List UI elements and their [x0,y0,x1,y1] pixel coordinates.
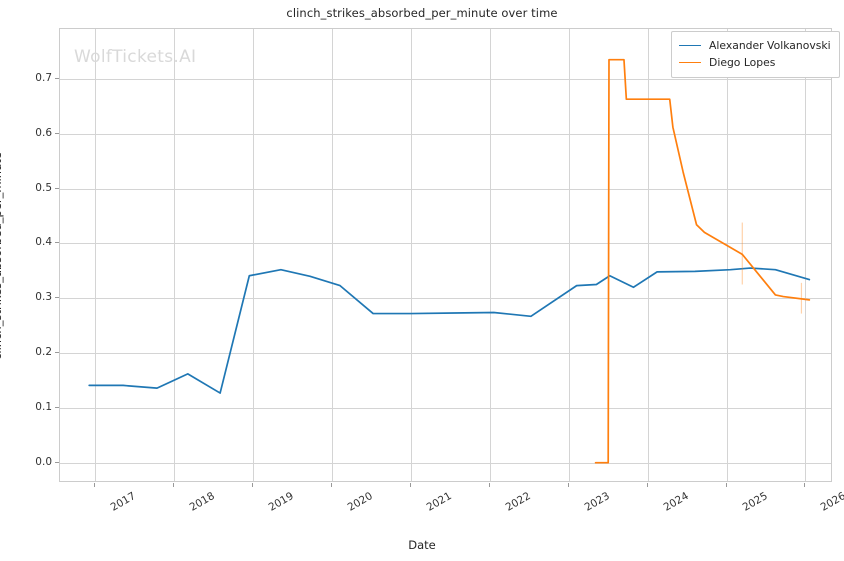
x-axis-tick-mark [252,483,254,487]
gridline-vertical [647,29,649,481]
gridline-vertical [726,29,728,481]
x-axis-tick-label: 2017 [109,490,139,514]
legend-swatch-icon [679,45,701,46]
x-axis-tick-label: 2024 [661,490,691,514]
x-axis-tick-mark [567,483,569,487]
gridline-horizontal [60,353,831,355]
y-axis-tick-label: 0.2 [35,346,52,359]
gridline-vertical [253,29,255,481]
series-line [594,58,811,464]
gridline-vertical [805,29,807,481]
legend-swatch-icon [679,62,701,63]
gridline-horizontal [60,188,831,190]
y-axis-tick-mark [55,352,59,354]
gridline-horizontal [60,462,831,464]
y-axis-tick-mark [55,297,59,299]
x-axis-label: Date [408,538,436,552]
x-axis-tick-mark [488,483,490,487]
y-axis-tick-mark [55,132,59,134]
x-axis-tick-mark [173,483,175,487]
gridline-horizontal [60,78,831,80]
y-axis-tick-label: 0.0 [35,455,52,468]
y-axis-tick-label: 0.5 [35,181,52,194]
plot-area: WolfTickets.AI [59,28,832,482]
x-axis-tick-label: 2022 [503,490,533,514]
legend-item-label: Alexander Volkanovski [709,39,831,52]
legend-item-label: Diego Lopes [709,56,776,69]
gridline-vertical [95,29,97,481]
gridline-vertical [332,29,334,481]
series-line [88,267,811,394]
x-axis-tick-label: 2023 [582,490,612,514]
y-axis-tick-label: 0.4 [35,236,52,249]
y-axis-tick-label: 0.1 [35,400,52,413]
x-axis-tick-mark [804,483,806,487]
series-layer [88,58,811,464]
x-axis-tick-mark [331,483,333,487]
watermark: WolfTickets.AI [74,47,197,67]
y-axis-tick-mark [55,77,59,79]
gridline-horizontal [60,298,831,300]
x-axis-tick-mark [646,483,648,487]
legend-item-diego-lopes[interactable]: Diego Lopes [679,54,831,71]
y-axis-tick-label: 0.6 [35,126,52,139]
gridline-vertical [174,29,176,481]
x-axis-tick-label: 2019 [266,490,296,514]
y-axis-tick-label: 0.7 [35,71,52,84]
y-axis-label: clinch_strikes_absorbed_per_minute [0,152,4,360]
x-axis-tick-label: 2021 [424,490,454,514]
x-axis-tick-label: 2025 [740,490,770,514]
gridline-vertical [568,29,570,481]
gridline-horizontal [60,407,831,409]
y-axis-tick-mark [55,406,59,408]
chart-legend: Alexander Volkanovski Diego Lopes [671,31,840,78]
x-axis-tick-label: 2026 [818,490,844,514]
gridline-vertical [411,29,412,481]
y-axis-tick-mark [55,187,59,189]
x-axis-tick-mark [94,483,96,487]
y-axis-tick-mark [55,461,59,463]
legend-item-alexander-volkanovski[interactable]: Alexander Volkanovski [679,37,831,54]
x-axis-tick-mark [410,483,411,487]
x-axis-tick-label: 2018 [187,490,218,514]
y-axis-tick-mark [55,242,59,244]
x-axis-tick-label: 2020 [345,490,375,514]
chart-title: clinch_strikes_absorbed_per_minute over … [286,6,558,20]
y-axis-tick-label: 0.3 [35,291,52,304]
gridline-horizontal [60,133,831,135]
x-axis-tick-mark [725,483,727,487]
gridline-vertical [489,29,491,481]
gridline-horizontal [60,243,831,245]
